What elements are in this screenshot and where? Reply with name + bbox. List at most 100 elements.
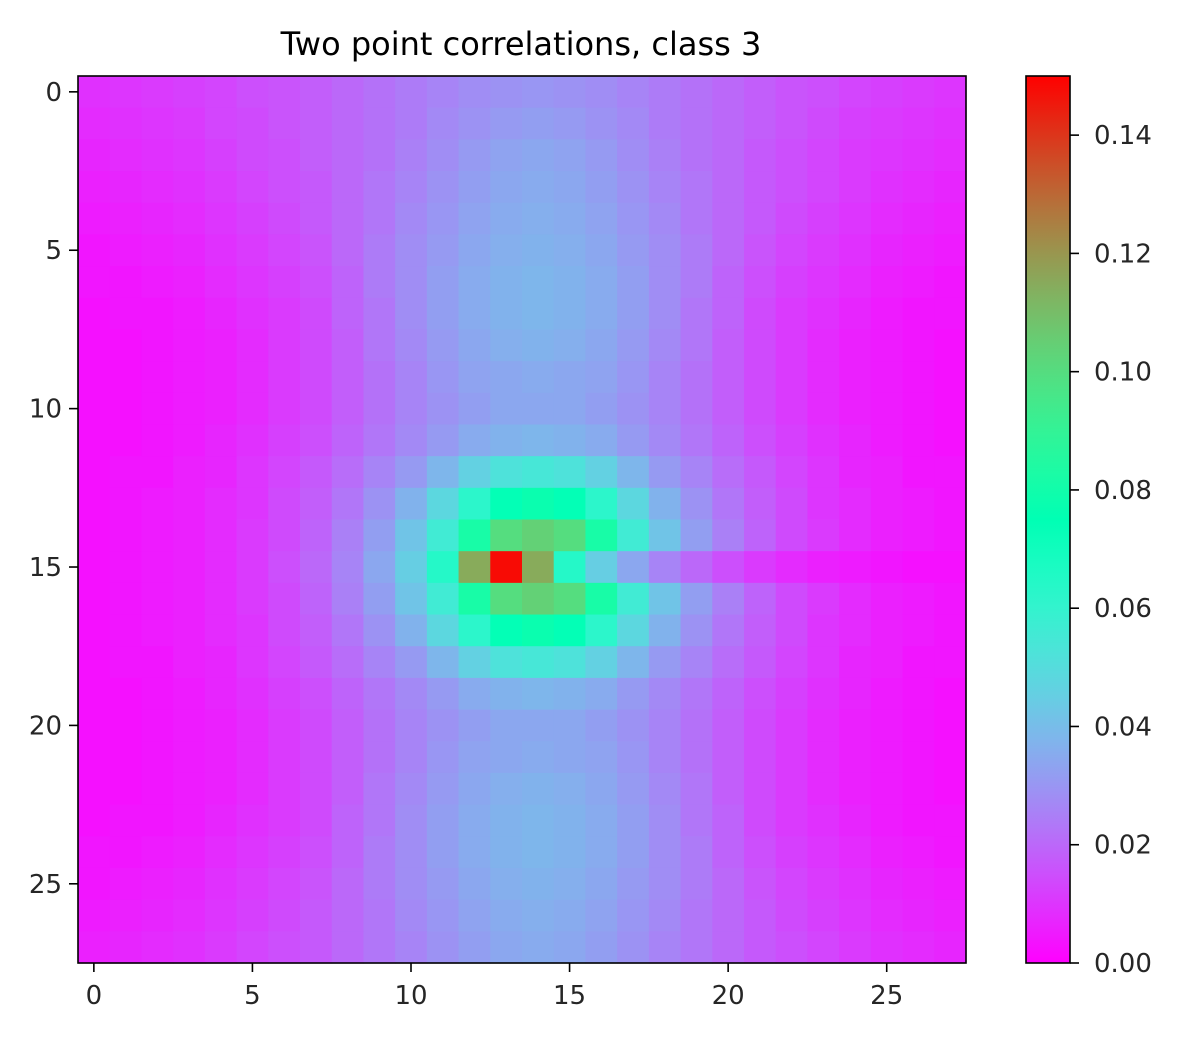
heatmap-cell-r11-c16 <box>585 424 618 457</box>
heatmap-cell-r16-c21 <box>744 582 777 616</box>
heatmap-cell-r23-c5 <box>236 804 269 837</box>
heatmap-cell-r26-c26 <box>902 899 935 932</box>
heatmap-cell-r16-c5 <box>236 582 269 616</box>
heatmap-cell-r8-c18 <box>648 329 682 362</box>
heatmap-cell-r12-c19 <box>680 456 713 489</box>
heatmap-cell-r25-c5 <box>236 867 269 901</box>
heatmap-cell-r4-c4 <box>204 202 238 235</box>
heatmap-cell-r18-c27 <box>934 646 967 679</box>
heatmap-cell-r2-c9 <box>363 139 396 172</box>
heatmap-cell-r6-c3 <box>173 266 206 299</box>
heatmap-cell-r18-c17 <box>617 646 650 679</box>
heatmap-cell-r17-c4 <box>204 614 238 647</box>
heatmap-cell-r19-c19 <box>680 677 713 711</box>
heatmap-cell-r17-c7 <box>300 614 333 647</box>
heatmap-cell-r7-c9 <box>363 297 396 331</box>
heatmap-cell-r25-c6 <box>268 867 301 901</box>
heatmap-cell-r15-c27 <box>934 551 967 584</box>
heatmap-cell-r15-c19 <box>680 551 713 584</box>
heatmap-cell-r26-c14 <box>522 899 555 932</box>
heatmap-cell-r22-c14 <box>522 772 555 806</box>
heatmap-cell-r11-c18 <box>648 424 682 457</box>
heatmap-cell-r12-c15 <box>553 456 587 489</box>
heatmap-cell-r21-c5 <box>236 741 269 774</box>
heatmap-cell-r14-c14 <box>522 519 555 552</box>
heatmap-cell-r0-c6 <box>268 76 301 109</box>
heatmap-cell-r23-c20 <box>712 804 745 837</box>
heatmap-cell-r24-c13 <box>490 836 523 869</box>
heatmap-cell-r24-c7 <box>300 836 333 869</box>
heatmap-cell-r3-c24 <box>839 171 872 204</box>
heatmap-cell-r7-c24 <box>839 297 872 331</box>
heatmap-cell-r11-c10 <box>395 424 428 457</box>
heatmap-cell-r26-c19 <box>680 899 713 932</box>
heatmap-cells <box>78 76 967 964</box>
heatmap-cell-r21-c4 <box>204 741 238 774</box>
heatmap-cell-r22-c22 <box>775 772 809 806</box>
heatmap-cell-r20-c24 <box>839 709 872 742</box>
heatmap-cell-r19-c1 <box>109 677 143 711</box>
heatmap-cell-r19-c15 <box>553 677 587 711</box>
heatmap-cell-r21-c7 <box>300 741 333 774</box>
heatmap-cell-r8-c23 <box>807 329 840 362</box>
heatmap-cell-r11-c7 <box>300 424 333 457</box>
heatmap-cell-r14-c8 <box>331 519 365 552</box>
heatmap-cell-r2-c10 <box>395 139 428 172</box>
heatmap-cell-r2-c18 <box>648 139 682 172</box>
heatmap-cell-r10-c9 <box>363 392 396 426</box>
heatmap-cell-r11-c2 <box>141 424 174 457</box>
heatmap-cell-r21-c17 <box>617 741 650 774</box>
heatmap-cell-r0-c22 <box>775 76 809 109</box>
heatmap-cell-r24-c1 <box>109 836 143 869</box>
heatmap-cell-r7-c8 <box>331 297 365 331</box>
heatmap-cell-r16-c26 <box>902 582 935 616</box>
heatmap-cell-r9-c6 <box>268 361 301 394</box>
heatmap-cell-r23-c22 <box>775 804 809 837</box>
heatmap-cell-r23-c16 <box>585 804 618 837</box>
heatmap-cell-r4-c24 <box>839 202 872 235</box>
heatmap-cell-r6-c6 <box>268 266 301 299</box>
heatmap-cell-r11-c27 <box>934 424 967 457</box>
heatmap-cell-r23-c1 <box>109 804 143 837</box>
heatmap-cell-r8-c27 <box>934 329 967 362</box>
heatmap-cell-r7-c26 <box>902 297 935 331</box>
colorbar-tick-label: 0.06 <box>1094 594 1152 624</box>
heatmap-cell-r20-c15 <box>553 709 587 742</box>
heatmap-cell-r2-c4 <box>204 139 238 172</box>
heatmap-cell-r3-c11 <box>426 171 460 204</box>
heatmap-cell-r19-c8 <box>331 677 365 711</box>
heatmap-cell-r12-c9 <box>363 456 396 489</box>
heatmap-cell-r23-c24 <box>839 804 872 837</box>
heatmap-cell-r11-c1 <box>109 424 143 457</box>
heatmap-cell-r26-c11 <box>426 899 460 932</box>
heatmap-cell-r4-c15 <box>553 202 587 235</box>
heatmap-cell-r22-c4 <box>204 772 238 806</box>
y-tick-label: 25 <box>29 870 62 900</box>
heatmap-cell-r1-c1 <box>109 107 143 140</box>
heatmap-cell-r27-c0 <box>78 931 111 964</box>
heatmap-cell-r3-c27 <box>934 171 967 204</box>
heatmap-cell-r20-c19 <box>680 709 713 742</box>
heatmap-cell-r6-c4 <box>204 266 238 299</box>
heatmap-cell-r4-c7 <box>300 202 333 235</box>
heatmap-cell-r0-c15 <box>553 76 587 109</box>
heatmap-cell-r11-c5 <box>236 424 269 457</box>
colorbar-tick-label: 0.10 <box>1094 358 1152 388</box>
heatmap-cell-r1-c21 <box>744 107 777 140</box>
heatmap-cell-r1-c11 <box>426 107 460 140</box>
heatmap-cell-r0-c5 <box>236 76 269 109</box>
heatmap-cell-r1-c20 <box>712 107 745 140</box>
heatmap-cell-r17-c1 <box>109 614 143 647</box>
heatmap-cell-r22-c19 <box>680 772 713 806</box>
heatmap-cell-r4-c27 <box>934 202 967 235</box>
heatmap-cell-r10-c6 <box>268 392 301 426</box>
heatmap-cell-r13-c2 <box>141 487 174 521</box>
heatmap-cell-r11-c4 <box>204 424 238 457</box>
heatmap-cell-r7-c4 <box>204 297 238 331</box>
heatmap-cell-r12-c21 <box>744 456 777 489</box>
heatmap-cell-r11-c0 <box>78 424 111 457</box>
heatmap-cell-r13-c9 <box>363 487 396 521</box>
heatmap-cell-r7-c23 <box>807 297 840 331</box>
heatmap-cell-r8-c16 <box>585 329 618 362</box>
heatmap-cell-r20-c17 <box>617 709 650 742</box>
